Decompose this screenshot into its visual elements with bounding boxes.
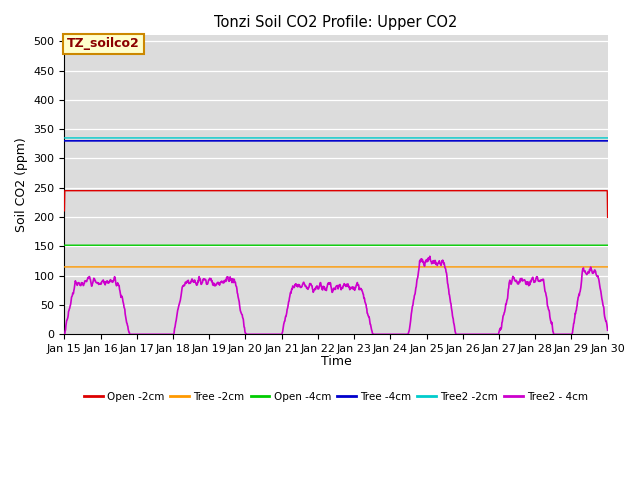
Title: Tonzi Soil CO2 Profile: Upper CO2: Tonzi Soil CO2 Profile: Upper CO2 [214, 15, 458, 30]
Y-axis label: Soil CO2 (ppm): Soil CO2 (ppm) [15, 137, 28, 232]
Legend: Open -2cm, Tree -2cm, Open -4cm, Tree -4cm, Tree2 -2cm, Tree2 - 4cm: Open -2cm, Tree -2cm, Open -4cm, Tree -4… [79, 387, 593, 406]
Text: TZ_soilco2: TZ_soilco2 [67, 37, 140, 50]
X-axis label: Time: Time [321, 355, 351, 369]
